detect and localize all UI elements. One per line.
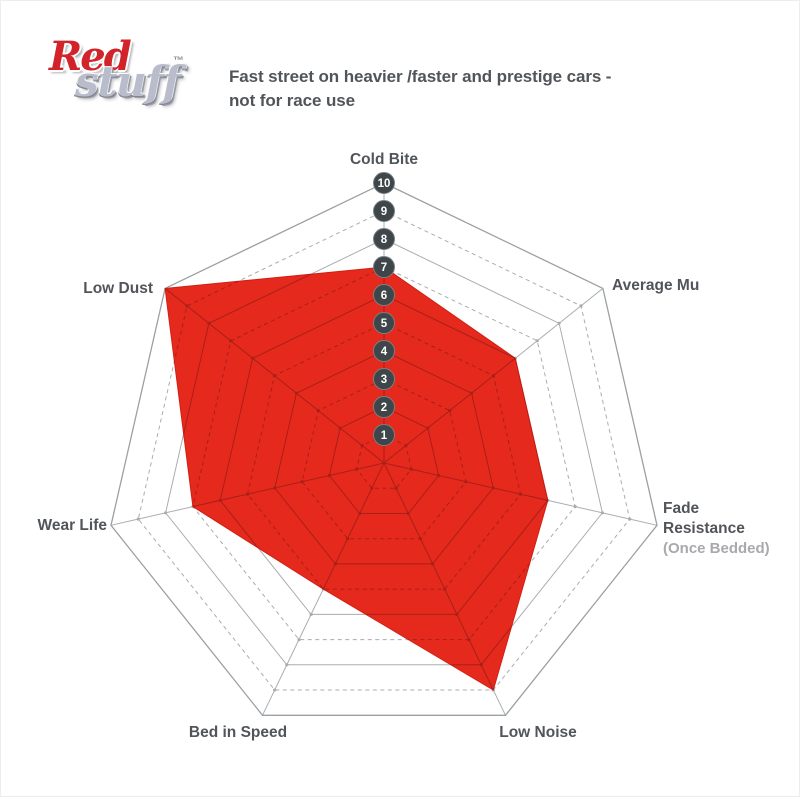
axis-label-average-mu: Average Mu — [612, 277, 699, 294]
radar-overlay-axis-marker — [327, 473, 331, 478]
radar-overlay-axis-marker — [455, 612, 459, 617]
axis-sublabel-fade-resistance: (Once Bedded) — [663, 540, 770, 557]
scale-tick-circle — [373, 340, 395, 362]
radar-overlay-axis-marker — [406, 511, 410, 516]
scale-tick-label: 8 — [381, 234, 388, 246]
radar-overlay-axis-marker — [218, 498, 222, 502]
radar-overlay-axis-marker — [409, 467, 413, 471]
radar-grid-ring — [110, 182, 658, 716]
radar-overlay-ring — [328, 406, 440, 514]
radar-overlay-axis-marker — [491, 374, 496, 378]
radar-overlay-axis-marker — [370, 486, 374, 490]
scale-tick-circle — [373, 424, 395, 446]
radar-overlay-axis-marker — [300, 480, 304, 484]
radar-overlay-axis-marker — [333, 562, 337, 566]
radar-overlay-axis-marker — [273, 486, 277, 490]
radar-grid-axis-marker — [297, 638, 301, 642]
radar-overlay-ring — [246, 322, 522, 590]
radar-overlay-axis-marker — [546, 498, 548, 502]
radar-overlay-axis-marker — [346, 537, 350, 541]
radar-grid-axis-marker — [285, 663, 289, 667]
radar-overlay-axis-marker — [518, 492, 523, 496]
radar-overlay-axis-marker — [491, 486, 495, 490]
radar-overlay-axis-marker — [479, 663, 483, 667]
radar-overlay-ring — [165, 267, 548, 690]
radar-grid-axis-marker — [573, 505, 577, 509]
axis-label-low-noise: Low Noise — [499, 724, 577, 741]
scale-tick-label: 4 — [381, 346, 388, 358]
radar-grid-axis-marker — [535, 339, 539, 343]
radar-overlay-axis-marker — [470, 391, 474, 395]
radar-overlay-axis-marker — [418, 537, 422, 541]
radar-data-polygon — [164, 266, 549, 691]
scale-tick-circle — [373, 172, 395, 194]
radar-overlay-axis-marker — [251, 356, 255, 360]
logo-stuff-text: stuff — [75, 57, 181, 106]
axis-label-cold-bite: Cold Bite — [350, 151, 418, 168]
axis-label-fade-resistance: Resistance — [663, 520, 745, 537]
radar-overlay-ring — [274, 350, 494, 565]
scale-tick-label: 6 — [381, 290, 387, 302]
radar-overlay-axis-marker — [431, 562, 435, 566]
radar-overlay-axis-marker — [404, 443, 408, 448]
axis-label-low-dust: Low Dust — [83, 280, 153, 297]
radar-overlay-ring — [356, 434, 412, 489]
radar-overlay-axis-marker — [185, 304, 189, 308]
radar-overlay-axis-marker — [448, 409, 452, 413]
scale-tick-label: 5 — [381, 318, 388, 330]
radar-overlay-ring — [301, 378, 467, 540]
radar-overlay-axis-marker — [443, 587, 447, 591]
radar-grid-axis-marker — [579, 304, 583, 308]
radar-overlay-axis-marker — [358, 511, 362, 516]
radar-grid-axis-marker — [273, 688, 277, 692]
radar-overlay-axis-marker — [294, 391, 298, 395]
radar-grid-axis-marker — [628, 517, 632, 521]
scale-tick-label: 9 — [381, 206, 387, 218]
radar-grid-axis-marker — [600, 511, 605, 515]
redstuff-logo: Red stuff ™ — [47, 33, 207, 130]
radar-overlay-axis-marker — [355, 467, 359, 471]
radar-overlay-axis-marker — [338, 426, 342, 430]
radar-overlay-axis-marker — [272, 374, 277, 378]
scale-tick-label: 7 — [381, 262, 387, 274]
radar-overlay-axis-marker — [229, 339, 233, 343]
scale-tick-label: 10 — [378, 178, 391, 190]
radar-overlay-axis-marker — [207, 321, 211, 325]
radar-overlay-axis-marker — [426, 426, 430, 430]
scale-tick-circle — [373, 396, 395, 418]
axis-label-bed-in-speed: Bed in Speed — [189, 724, 287, 741]
radar-grid-axis-marker — [164, 511, 168, 515]
radar-overlay-axis-marker — [245, 492, 250, 496]
radar-overlay-axis-marker — [394, 486, 398, 490]
scale-tick-circle — [373, 368, 395, 390]
radar-grid-axis-marker — [136, 517, 140, 521]
scale-tick-label: 1 — [381, 430, 388, 442]
trademark-symbol: ™ — [173, 55, 184, 67]
scale-tick-circle — [373, 256, 395, 278]
scale-tick-label: 2 — [381, 402, 387, 414]
scale-tick-circle — [373, 228, 395, 250]
product-description: Fast street on heavier /faster and prest… — [229, 65, 611, 113]
scale-tick-circle — [373, 312, 395, 334]
logo-red-text: Red — [49, 33, 132, 80]
radar-grid-axis-marker — [557, 321, 561, 325]
scale-tick-circle — [373, 284, 395, 306]
scale-tick-circle — [373, 200, 395, 222]
description-line-2: not for race use — [229, 91, 355, 110]
radar-overlay-axis-marker — [464, 480, 468, 484]
scale-tick-label: 3 — [381, 374, 387, 386]
radar-overlay-axis-marker — [467, 638, 471, 642]
radar-grid-axis-marker — [309, 612, 313, 617]
radar-overlay-axis-marker — [316, 409, 320, 413]
axis-label-fade-resistance: Fade — [663, 500, 700, 517]
axis-label-wear-life: Wear Life — [38, 517, 108, 534]
description-line-1: Fast street on heavier /faster and prest… — [229, 67, 612, 86]
radar-overlay-axis-marker — [360, 443, 364, 448]
radar-overlay-axis-marker — [437, 473, 441, 478]
